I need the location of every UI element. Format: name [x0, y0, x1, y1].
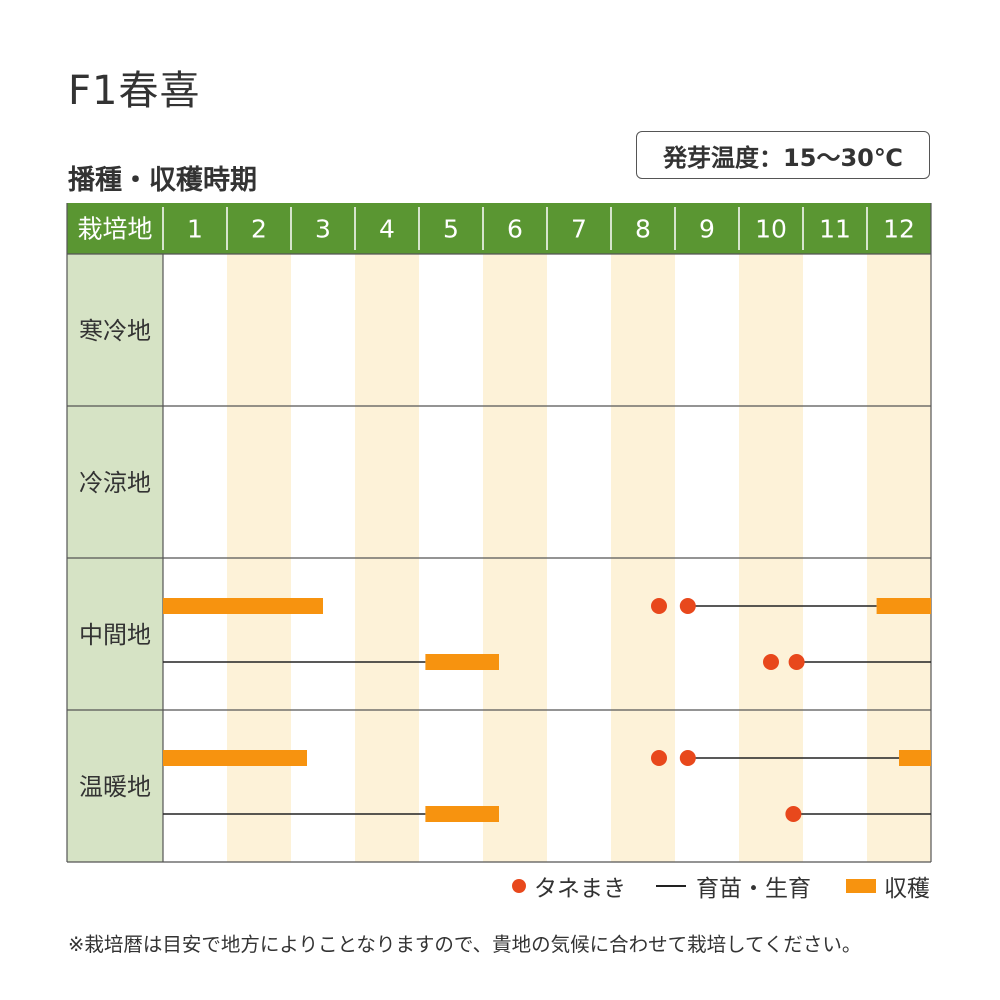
month-label: 4	[379, 215, 395, 244]
month-label: 2	[251, 215, 267, 244]
month-label: 3	[315, 215, 331, 244]
harvest-bar-icon	[846, 879, 876, 893]
footnote: ※栽培暦は目安で地方によりことなりますので、貴地の気候に合わせて栽培してください…	[68, 933, 862, 956]
sowing-dot	[788, 654, 805, 670]
germination-temperature-text: 発芽温度：15〜30℃	[663, 143, 903, 172]
page-title: F1春喜	[68, 68, 201, 114]
sowing-dot	[763, 654, 779, 670]
region-label: 中間地	[79, 621, 151, 649]
region-label: 寒冷地	[79, 317, 151, 345]
chart-subtitle: 播種・収穫時期	[68, 165, 257, 196]
legend-sowing: タネまき	[512, 868, 626, 904]
sowing-dot	[679, 750, 696, 766]
sowing-dot	[679, 598, 696, 614]
germination-temperature-box: 発芽温度：15〜30℃	[636, 131, 930, 179]
header-band	[67, 203, 931, 254]
legend-growing-label: 育苗・生育	[696, 876, 811, 902]
harvest-bar	[876, 598, 931, 614]
month-label: 5	[443, 215, 459, 244]
harvest-bar	[425, 806, 499, 822]
month-label: 10	[755, 215, 787, 244]
region-label: 冷涼地	[79, 469, 151, 497]
sowing-dot	[651, 598, 667, 614]
harvest-bar	[899, 750, 931, 766]
harvest-bar	[163, 598, 323, 614]
sowing-dot	[651, 750, 667, 766]
harvest-bar	[163, 750, 307, 766]
month-label: 8	[635, 215, 651, 244]
month-label: 12	[883, 215, 915, 244]
month-label: 11	[819, 215, 851, 244]
region-cell	[67, 254, 163, 406]
growing-line-icon	[656, 885, 686, 887]
legend-sowing-label: タネまき	[534, 876, 626, 902]
legend-harvest-label: 収穫	[884, 876, 930, 902]
month-label: 1	[187, 215, 203, 244]
month-label: 7	[571, 215, 587, 244]
legend: タネまき 育苗・生育 収穫	[0, 868, 1000, 904]
harvest-bar	[425, 654, 499, 670]
sowing-dot-icon	[512, 879, 526, 893]
region-cell	[67, 710, 163, 862]
legend-harvest: 収穫	[846, 868, 930, 904]
month-label: 9	[699, 215, 715, 244]
header-corner-label: 栽培地	[77, 215, 152, 244]
region-label: 温暖地	[79, 773, 151, 801]
region-cell	[67, 558, 163, 710]
sowing-dot	[785, 806, 802, 822]
region-cell	[67, 406, 163, 558]
month-label: 6	[507, 215, 523, 244]
legend-growing: 育苗・生育	[656, 868, 811, 904]
